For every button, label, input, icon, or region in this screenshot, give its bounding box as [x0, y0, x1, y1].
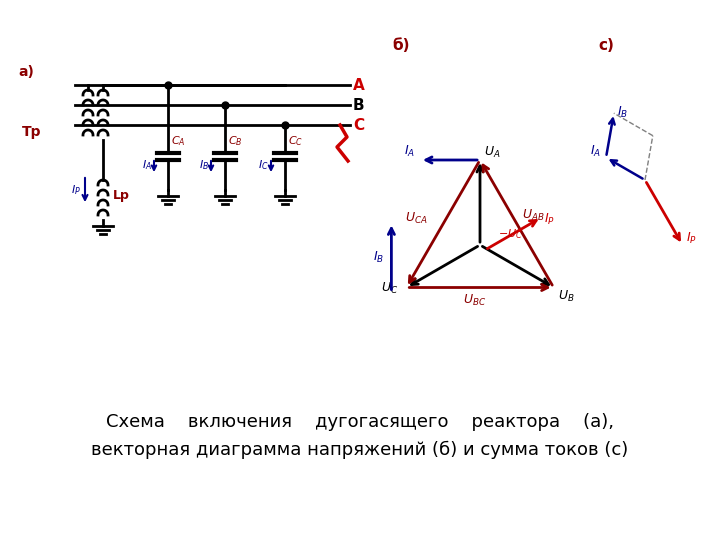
Text: $U_{BC}$: $U_{BC}$ [464, 293, 487, 308]
Text: $C_C$: $C_C$ [288, 134, 303, 148]
Text: $U_{CA}$: $U_{CA}$ [405, 211, 428, 226]
Text: б): б) [392, 38, 410, 53]
Text: $I_A$: $I_A$ [142, 158, 152, 172]
Text: Тр: Тр [22, 125, 42, 139]
Text: $I_B$: $I_B$ [374, 250, 384, 265]
Text: $I_A$: $I_A$ [590, 144, 601, 159]
Text: $I_B$: $I_B$ [617, 105, 628, 120]
Text: B: B [353, 98, 364, 112]
Text: $U_{AB}$: $U_{AB}$ [522, 208, 544, 223]
Text: а): а) [18, 65, 34, 79]
Text: $I_C$: $I_C$ [258, 158, 269, 172]
Text: с): с) [598, 38, 614, 53]
Text: $I_Р$: $I_Р$ [685, 231, 696, 246]
Text: $C_A$: $C_A$ [171, 134, 186, 148]
Text: $U_B$: $U_B$ [557, 288, 575, 303]
Text: Lр: Lр [113, 188, 130, 201]
Text: C: C [353, 118, 364, 132]
Text: $I_Р$: $I_Р$ [544, 212, 555, 227]
Text: $U_A$: $U_A$ [484, 145, 500, 160]
Text: $I_B$: $I_B$ [199, 158, 209, 172]
Text: $I_A$: $I_A$ [404, 144, 415, 159]
Text: A: A [353, 78, 365, 92]
Text: $U_C$: $U_C$ [382, 280, 399, 295]
Text: Схема    включения    дугогасящего    реактора    (а),: Схема включения дугогасящего реактора (а… [106, 413, 614, 431]
Text: $-U_C$: $-U_C$ [498, 227, 523, 241]
Text: $I_Р$: $I_Р$ [71, 183, 81, 197]
Text: $C_B$: $C_B$ [228, 134, 243, 148]
Text: векторная диаграмма напряжений (б) и сумма токов (с): векторная диаграмма напряжений (б) и сум… [91, 441, 629, 459]
